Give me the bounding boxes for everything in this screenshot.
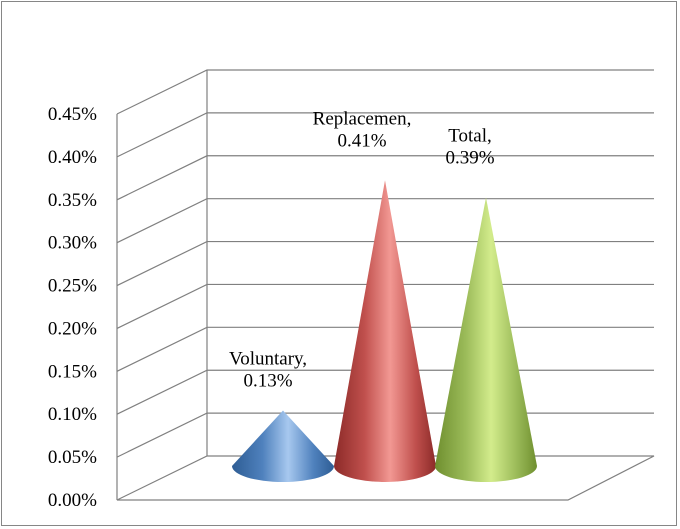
y-tick-label: 0.45% bbox=[48, 104, 97, 125]
cone-voluntary bbox=[232, 410, 334, 482]
data-label-category: Voluntary, bbox=[229, 348, 307, 369]
axis-lines bbox=[116, 70, 655, 501]
y-tick-label: 0.35% bbox=[48, 190, 97, 211]
y-tick-label: 0.40% bbox=[48, 147, 97, 168]
data-label-value: 0.39% bbox=[445, 147, 494, 168]
data-labels: Voluntary,0.13% Replacemen,0.41% Total,0.3… bbox=[229, 108, 495, 391]
y-axis-tick-labels: 0.00% 0.05% 0.10% 0.15% 0.20% 0.25% 0.30% 0.35%… bbox=[48, 104, 97, 511]
data-label-value: 0.13% bbox=[243, 370, 292, 391]
cone-series bbox=[232, 180, 537, 482]
y-tick-label: 0.10% bbox=[48, 404, 97, 425]
data-label-category: Replacemen, bbox=[313, 108, 412, 129]
y-tick-label: 0.15% bbox=[48, 361, 97, 382]
y-tick-label: 0.30% bbox=[48, 233, 97, 254]
y-tick-label: 0.25% bbox=[48, 276, 97, 297]
data-label-category: Total, bbox=[448, 125, 492, 146]
y-tick-label: 0.05% bbox=[48, 447, 97, 468]
y-tick-label: 0.20% bbox=[48, 318, 97, 339]
y-tick-label: 0.00% bbox=[48, 490, 97, 511]
floor-outline bbox=[116, 455, 655, 501]
cone-replacemen bbox=[334, 180, 436, 482]
data-label-value: 0.41% bbox=[337, 130, 386, 151]
cone-total bbox=[435, 197, 537, 482]
